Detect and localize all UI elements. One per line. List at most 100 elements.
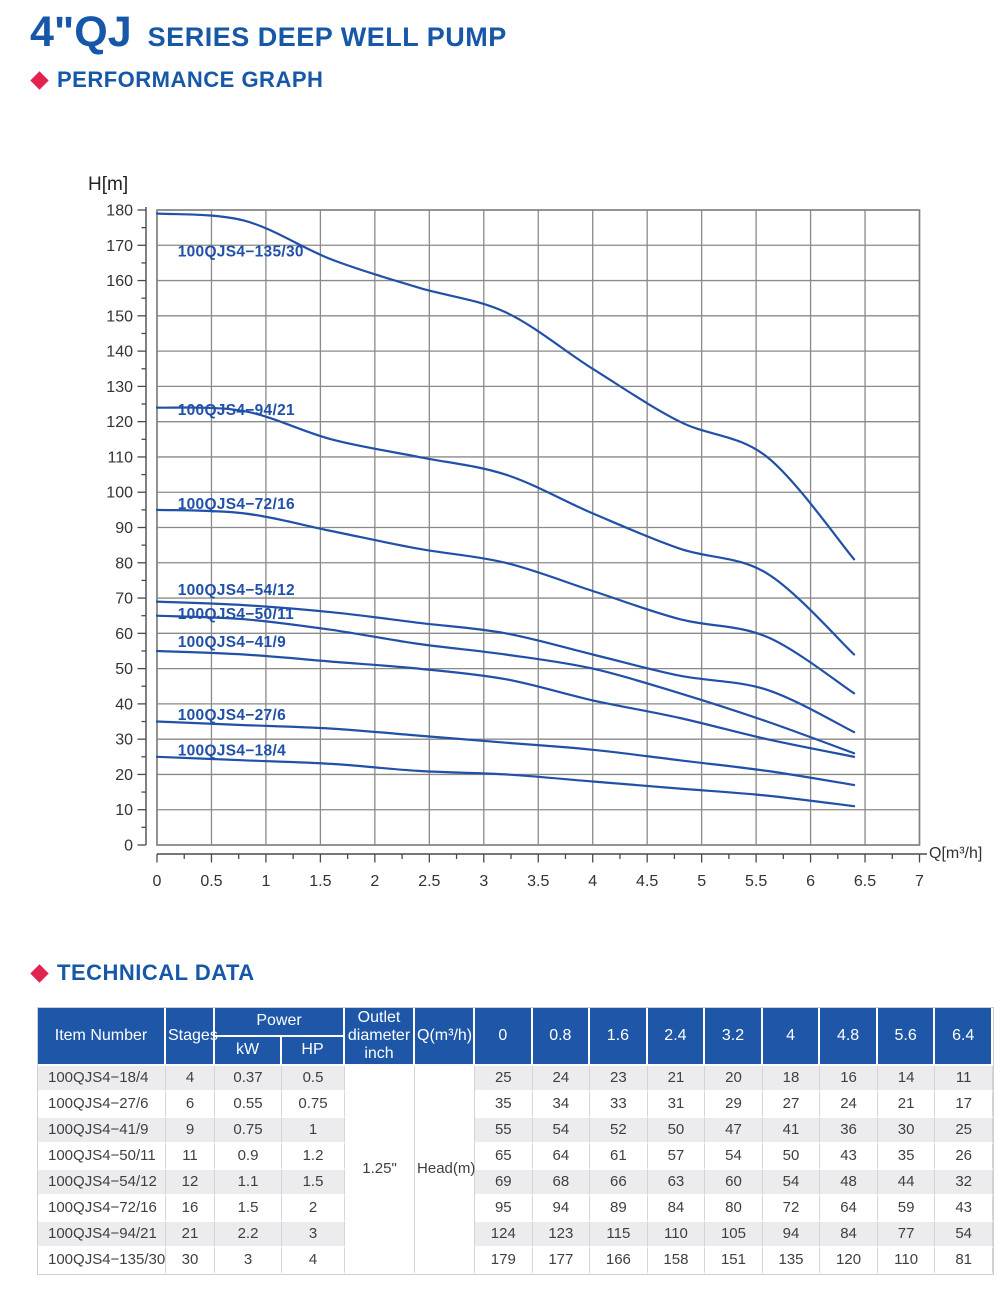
stages-cell: 21 <box>166 1221 215 1248</box>
y-tick-label: 140 <box>106 344 133 361</box>
flow-rate-header: 3.2 <box>705 1008 763 1066</box>
table-row: 100QJS4−41/9 9 0.75 1 55 54 52 50 47 41 36 30 25 <box>38 1117 993 1144</box>
head-value-cell: 64 <box>820 1195 878 1222</box>
stages-cell: 4 <box>166 1065 215 1092</box>
stages-cell: 16 <box>166 1195 215 1222</box>
head-value-cell: 24 <box>820 1091 878 1118</box>
curve-label: 100QJS4−135/30 <box>178 244 304 261</box>
technical-data-heading: TECHNICAL DATA <box>30 960 255 986</box>
x-tick-label: 0 <box>153 873 162 890</box>
diamond-bullet-icon <box>30 963 49 983</box>
flow-rate-header: 4 <box>762 1008 821 1066</box>
x-tick-label: 6 <box>806 873 815 890</box>
technical-data-table: Item Number Stages Power Outlet diameter… <box>37 1007 994 1275</box>
head-value-cell: 94 <box>532 1195 591 1222</box>
head-value-cell: 66 <box>590 1169 648 1196</box>
y-tick-label: 90 <box>115 520 133 537</box>
series-name: SERIES DEEP WELL PUMP <box>147 22 507 52</box>
y-tick-label: 60 <box>115 626 133 643</box>
flow-unit-header: Q(m³/h) <box>415 1008 476 1066</box>
table-row: 100QJS4−72/16 16 1.5 2 95 94 89 84 80 72 64 59 43 <box>38 1195 993 1222</box>
power-hp-cell: 0.5 <box>282 1065 346 1092</box>
stages-cell: 30 <box>166 1247 215 1274</box>
power-kw-cell: 1.5 <box>215 1195 282 1222</box>
stages-header: Stages <box>166 1008 218 1066</box>
y-tick-label: 130 <box>106 379 133 396</box>
head-value-cell: 135 <box>762 1247 821 1274</box>
head-value-cell: 18 <box>762 1065 821 1092</box>
head-value-cell: 30 <box>877 1117 936 1144</box>
table-subheader-row: kW HP <box>38 1036 993 1066</box>
flow-rate-header: 2.4 <box>647 1008 706 1066</box>
item-number-cell: 100QJS4−94/21 <box>38 1221 166 1248</box>
x-tick-label: 3 <box>479 873 488 890</box>
head-value-cell: 34 <box>532 1091 591 1118</box>
pump-curve <box>155 600 856 734</box>
y-tick-label: 30 <box>115 732 133 749</box>
pump-curve <box>155 720 856 787</box>
head-value-cell: 43 <box>935 1195 993 1222</box>
plot-border <box>156 209 921 846</box>
head-value-cell: 65 <box>475 1143 533 1170</box>
power-kw-cell: 0.55 <box>215 1091 282 1118</box>
curve-label: 100QJS4−54/12 <box>178 582 295 599</box>
curve-label: 100QJS4−27/6 <box>178 707 286 724</box>
head-value-cell: 35 <box>877 1143 936 1170</box>
table-row: 100QJS4−50/11 11 0.9 1.2 65 64 61 57 54 50 43 35 26 <box>38 1143 993 1170</box>
head-value-cell: 44 <box>877 1169 936 1196</box>
head-value-cell: 59 <box>877 1195 936 1222</box>
power-hp-cell: 3 <box>282 1221 346 1248</box>
item-number-cell: 100QJS4−72/16 <box>38 1195 166 1222</box>
head-value-cell: 52 <box>590 1117 648 1144</box>
power-hp-cell: 1.5 <box>282 1169 346 1196</box>
table-row: 100QJS4−54/12 12 1.1 1.5 69 68 66 63 60 54 48 44 32 <box>38 1169 993 1196</box>
y-tick-label: 180 <box>106 203 133 220</box>
head-value-cell: 55 <box>475 1117 533 1144</box>
stages-cell: 11 <box>166 1143 215 1170</box>
item-number-cell: 100QJS4−135/30 <box>38 1247 166 1274</box>
flow-rate-header: 0.8 <box>532 1008 591 1066</box>
performance-chart: 0102030405060708090100110120130140150160… <box>106 203 927 890</box>
flow-rate-header: 5.6 <box>877 1008 936 1066</box>
item-number-cell: 100QJS4−54/12 <box>38 1169 166 1196</box>
outlet-diameter-cell: 1.25" <box>345 1065 416 1274</box>
y-tick-label: 160 <box>106 273 133 290</box>
head-value-cell: 84 <box>820 1221 878 1248</box>
head-value-cell: 84 <box>647 1195 706 1222</box>
x-tick-label: 6.5 <box>854 873 876 890</box>
flow-rate-header: 0 <box>475 1008 533 1066</box>
hp-header: HP <box>282 1036 346 1066</box>
power-kw-cell: 0.37 <box>215 1065 282 1092</box>
head-value-cell: 177 <box>532 1247 591 1274</box>
y-tick-label: 110 <box>107 449 133 466</box>
table-header-row: Item Number Stages Power Outlet diameter… <box>38 1008 993 1066</box>
y-tick-label: 100 <box>106 485 133 502</box>
head-value-cell: 50 <box>647 1117 706 1144</box>
power-hp-cell: 2 <box>282 1195 346 1222</box>
head-value-cell: 54 <box>762 1169 821 1196</box>
head-value-cell: 57 <box>647 1143 706 1170</box>
stages-cell: 12 <box>166 1169 215 1196</box>
head-value-cell: 20 <box>705 1065 763 1092</box>
head-value-cell: 27 <box>762 1091 821 1118</box>
stages-cell: 9 <box>166 1117 215 1144</box>
head-value-cell: 21 <box>647 1065 706 1092</box>
pump-curve <box>155 755 856 808</box>
head-value-cell: 36 <box>820 1117 878 1144</box>
x-tick-label: 5.5 <box>745 873 767 890</box>
head-value-cell: 151 <box>705 1247 763 1274</box>
head-value-cell: 29 <box>705 1091 763 1118</box>
head-value-cell: 32 <box>935 1169 993 1196</box>
x-tick-label: 4.5 <box>636 873 658 890</box>
x-tick-label: 3.5 <box>527 873 549 890</box>
power-header: Power <box>215 1008 346 1037</box>
power-hp-cell: 1 <box>282 1117 346 1144</box>
head-value-cell: 54 <box>935 1221 993 1248</box>
head-value-cell: 35 <box>475 1091 533 1118</box>
table-row: 100QJS4−94/21 21 2.2 3 124 123 115 110 105 94 84 77… <box>38 1221 993 1248</box>
flow-rate-header: 1.6 <box>590 1008 648 1066</box>
head-value-cell: 166 <box>590 1247 648 1274</box>
power-hp-cell: 0.75 <box>282 1091 346 1118</box>
technical-data-label: TECHNICAL DATA <box>57 960 255 985</box>
kw-header: kW <box>215 1036 282 1066</box>
